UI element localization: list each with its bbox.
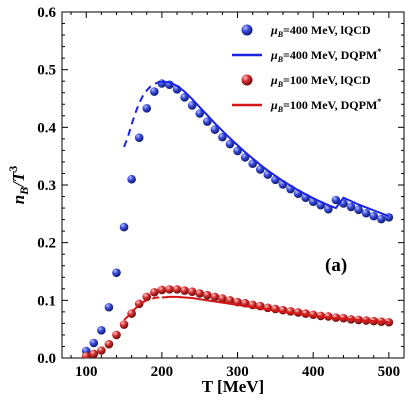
- data-point: [210, 292, 220, 302]
- series-line-dashed: [123, 296, 162, 321]
- legend-marker-swatch: [241, 24, 253, 36]
- legend-item-0: μB=400 MeV, lQCD: [241, 23, 371, 39]
- y-tick-label: 0.4: [37, 120, 56, 136]
- plot-frame: [61, 11, 405, 359]
- data-point: [142, 104, 152, 113]
- data-point: [81, 351, 91, 358]
- legend-label: μB=100 MeV, lQCD: [270, 73, 371, 89]
- data-point: [202, 117, 212, 126]
- axis-ticks: [62, 11, 404, 359]
- data-point: [150, 287, 159, 297]
- data-point: [225, 139, 235, 149]
- data-point: [127, 174, 136, 184]
- y-tick-label: 0.1: [37, 293, 56, 309]
- data-point: [377, 214, 386, 224]
- data-point: [218, 294, 227, 303]
- data-point: [361, 208, 371, 218]
- legend-label: μB=400 MeV, DQPM*: [270, 47, 381, 64]
- data-point: [346, 202, 356, 212]
- series-line: [161, 80, 390, 218]
- x-tick-label: 100: [75, 364, 98, 380]
- x-tick-label: 400: [302, 364, 325, 380]
- data-point: [180, 286, 189, 295]
- data-point: [195, 109, 205, 118]
- data-point: [172, 285, 182, 294]
- data-point: [180, 93, 189, 102]
- data-point: [134, 133, 144, 143]
- series-layer: [81, 79, 394, 358]
- data-point: [97, 326, 106, 335]
- data-point: [233, 146, 242, 156]
- x-tick-label: 500: [378, 364, 401, 380]
- y-tick-label: 0.0: [37, 351, 56, 367]
- y-tick-label: 0.2: [37, 236, 56, 252]
- data-point: [142, 292, 152, 302]
- data-point: [202, 290, 212, 300]
- data-point: [119, 222, 129, 232]
- legend-label: μB=100 MeV, DQPM*: [270, 97, 381, 114]
- data-point: [210, 125, 220, 134]
- axis-tick-labels: 100 200 300 400 500 0.0 0.1 0.2 0.3 0.4 0.5 0.6: [37, 5, 400, 380]
- data-point: [195, 289, 205, 298]
- data-point: [104, 339, 114, 349]
- data-point: [157, 285, 167, 295]
- y-tick-label: 0.6: [37, 5, 56, 21]
- data-point: [104, 302, 114, 312]
- x-tick-label: 200: [151, 364, 174, 380]
- y-axis-label: nB/T3: [6, 166, 31, 205]
- data-point: [218, 132, 227, 142]
- series-2: [81, 285, 394, 358]
- y-tick-label: 0.5: [37, 63, 56, 79]
- x-axis-label: T [MeV]: [202, 377, 264, 396]
- legend-item-3: μB=100 MeV, DQPM*: [232, 97, 381, 114]
- series-line: [161, 295, 389, 324]
- data-point: [369, 211, 379, 221]
- data-point: [97, 346, 106, 355]
- data-point: [150, 87, 159, 96]
- data-point: [354, 205, 363, 215]
- data-point: [187, 101, 197, 110]
- series-3: [123, 295, 389, 324]
- y-tick-label: 0.3: [37, 178, 56, 194]
- legend: μB=400 MeV, lQCD μB=400 MeV, DQPM* μB=100 …: [232, 23, 381, 114]
- data-point: [331, 195, 341, 205]
- data-point: [89, 349, 99, 358]
- x-tick-label: 300: [226, 364, 249, 380]
- series-line-dashed: [123, 80, 163, 148]
- data-point: [187, 287, 197, 296]
- legend-item-2: μB=100 MeV, lQCD: [241, 73, 371, 89]
- legend-item-1: μB=400 MeV, DQPM*: [232, 47, 381, 64]
- data-point: [119, 320, 129, 329]
- data-point: [134, 299, 144, 309]
- data-point: [112, 330, 121, 340]
- data-point: [112, 268, 121, 277]
- series-1: [123, 80, 390, 218]
- legend-label: μB=400 MeV, lQCD: [270, 23, 371, 39]
- data-point: [286, 306, 295, 316]
- data-point: [165, 285, 174, 294]
- panel-annotation: (a): [325, 255, 347, 276]
- data-point: [384, 317, 394, 327]
- legend-marker-swatch: [241, 74, 253, 86]
- data-point: [157, 79, 167, 88]
- data-point: [89, 338, 99, 348]
